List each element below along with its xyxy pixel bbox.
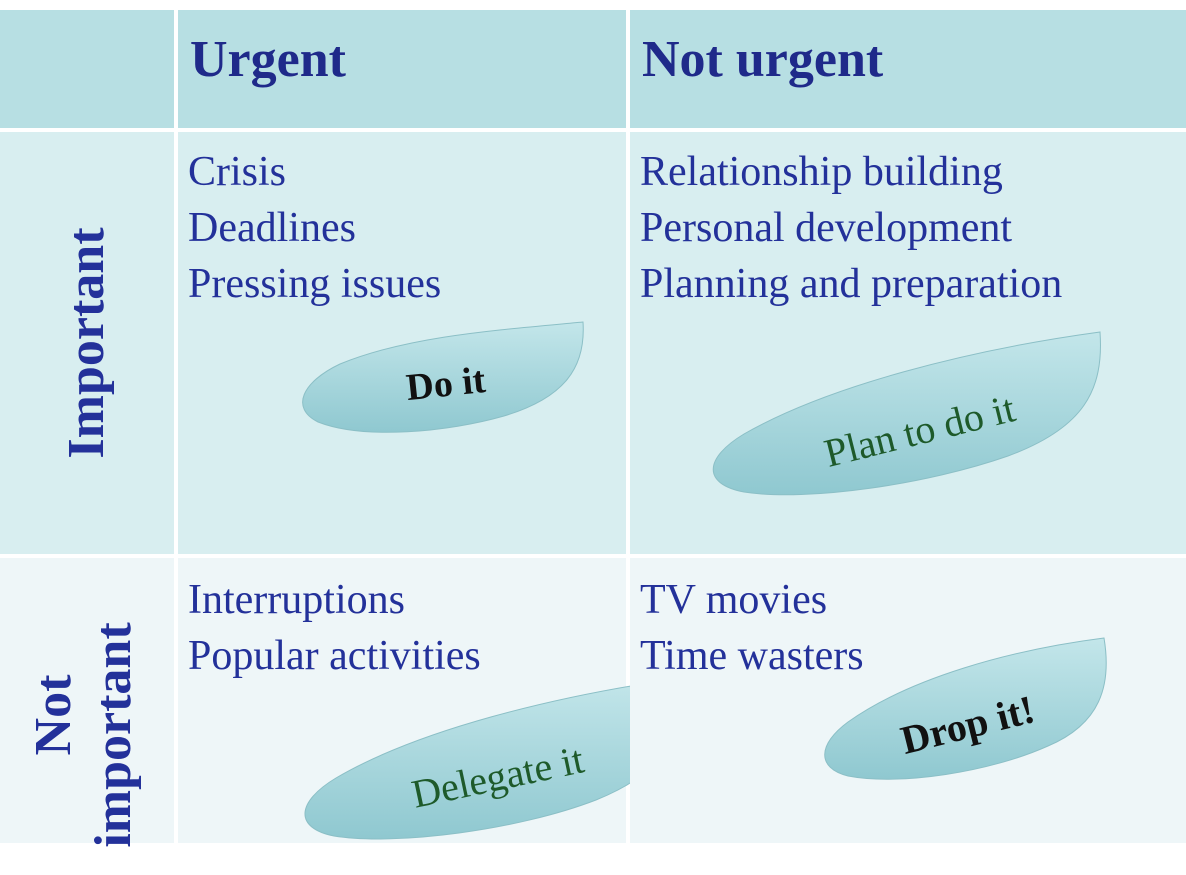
quadrant-item-list: Interruptions Popular activities: [188, 572, 481, 684]
row-header-important: Important: [0, 132, 174, 554]
column-title-not-urgent: Not urgent: [642, 31, 884, 88]
list-item: Popular activities: [188, 633, 481, 679]
column-header-urgent: Urgent: [178, 10, 626, 128]
row-title-not-important-line2: important: [85, 622, 142, 848]
action-leaf-plan-to-do-it: Plan to do it: [712, 331, 1101, 496]
list-item: Crisis: [188, 149, 287, 195]
quadrant-item-list: TV movies Time wasters: [640, 572, 864, 684]
list-item: Pressing issues: [188, 261, 442, 307]
list-item: TV movies: [640, 577, 828, 623]
list-item: Time wasters: [640, 633, 864, 679]
list-item: Relationship building: [640, 149, 1003, 195]
quadrant-item-list: Crisis Deadlines Pressing issues: [188, 144, 441, 312]
column-header-not-urgent: Not urgent: [630, 10, 1186, 128]
matrix-corner-cell: [0, 10, 174, 128]
column-title-urgent: Urgent: [190, 31, 346, 88]
list-item: Personal development: [640, 205, 1013, 251]
list-item: Deadlines: [188, 205, 356, 251]
action-leaf-delegate-it: Delegate it: [304, 677, 684, 840]
row-title-not-important: Not important: [20, 570, 170, 850]
quadrant-item-list: Relationship building Personal developme…: [640, 144, 1062, 312]
quadrant-not-urgent-important: Relationship building Personal developme…: [630, 132, 1186, 554]
row-title-important-text: Important: [58, 227, 115, 459]
row-title-not-important-line1: Not: [25, 674, 82, 756]
row-header-not-important: Not important: [0, 558, 174, 848]
quadrant-not-urgent-not-important: TV movies Time wasters Drop it!: [630, 558, 1186, 843]
list-item: Planning and preparation: [640, 261, 1063, 307]
action-leaf-do-it: Do it: [302, 321, 584, 433]
list-item: Interruptions: [188, 577, 405, 623]
action-leaf-drop-it: Drop it!: [824, 637, 1107, 780]
quadrant-urgent-important: Crisis Deadlines Pressing issues Do it: [178, 132, 626, 554]
action-label-do-it: Do it: [404, 359, 487, 409]
quadrant-urgent-not-important: Interruptions Popular activities Delegat…: [178, 558, 684, 843]
